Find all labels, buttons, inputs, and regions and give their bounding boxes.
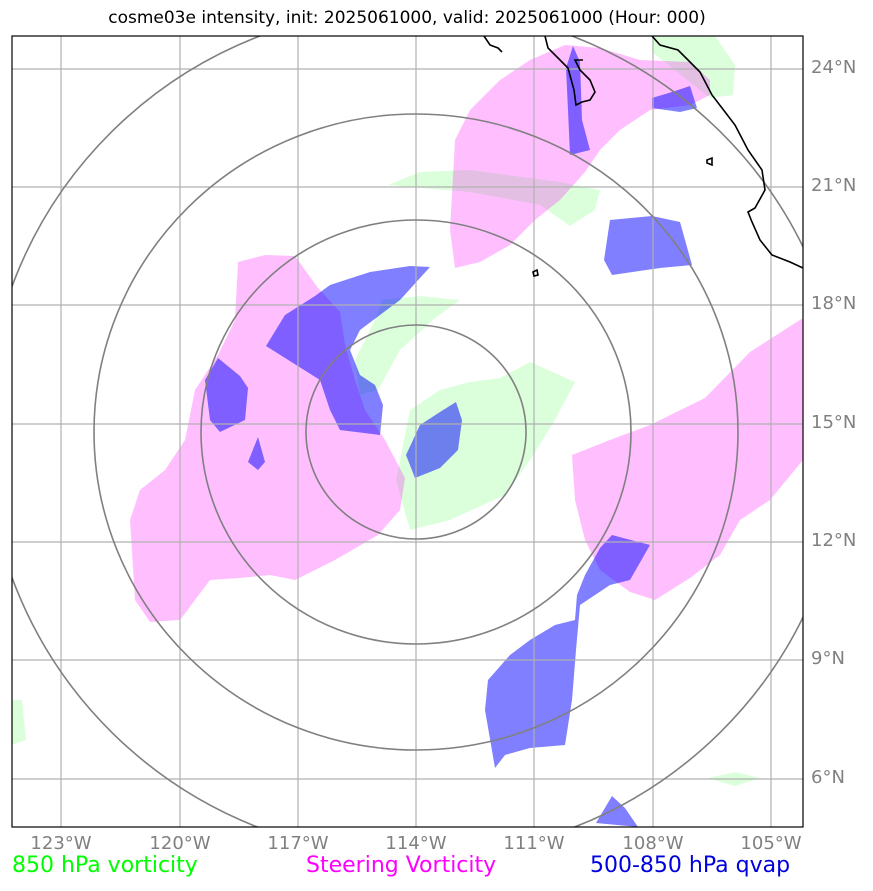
- qvap-fill: [205, 46, 697, 827]
- legend-850-vorticity: 850 hPa vorticity: [12, 853, 198, 878]
- coastline: [483, 36, 803, 277]
- steering-vorticity-fill: [130, 45, 803, 622]
- range-rings: [12, 36, 803, 827]
- lat-label-6n: 6°N: [811, 767, 845, 788]
- lon-label-111w: 111°W: [503, 833, 565, 854]
- lat-label-12n: 12°N: [811, 530, 857, 551]
- legend-qvap: 500-850 hPa qvap: [590, 853, 791, 878]
- map-title: cosme03e intensity, init: 2025061000, va…: [108, 8, 706, 28]
- legend-steering-vorticity: Steering Vorticity: [306, 853, 497, 878]
- lon-label-105w: 105°W: [740, 833, 802, 854]
- lat-label-24n: 24°N: [811, 57, 857, 78]
- lon-label-114w: 114°W: [385, 833, 447, 854]
- map-frame: [11, 35, 804, 828]
- lat-lon-grid: [12, 36, 803, 827]
- vorticity-850-fill: [12, 36, 760, 786]
- lat-label-21n: 21°N: [811, 175, 857, 196]
- lon-label-123w: 123°W: [30, 833, 92, 854]
- lat-label-9n: 9°N: [811, 648, 845, 669]
- lon-label-108w: 108°W: [622, 833, 684, 854]
- lon-label-120w: 120°W: [149, 833, 211, 854]
- lat-label-15n: 15°N: [811, 412, 857, 433]
- lat-label-18n: 18°N: [811, 293, 857, 314]
- lon-label-117w: 117°W: [267, 833, 329, 854]
